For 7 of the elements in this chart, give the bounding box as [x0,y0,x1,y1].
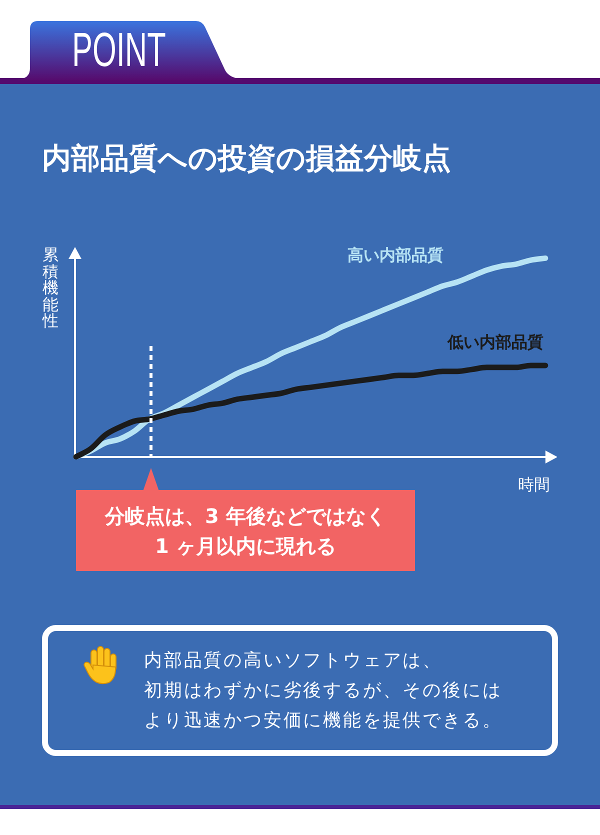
series-label: 低い内部品質 [446,332,544,352]
chart-title: 内部品質への投資の損益分岐点 [42,141,451,175]
text: POINT [72,24,166,77]
x-axis-title: 時間 [518,475,550,495]
text: 内部品質の高いソフトウェアは、初期はわずかに劣後するが、その後にはより迅速かつ安価に機能を提供できる。 [144,649,502,733]
series-label: 高い内部品質 [347,245,444,264]
y-axis-title: 累積機能性 [42,245,59,330]
